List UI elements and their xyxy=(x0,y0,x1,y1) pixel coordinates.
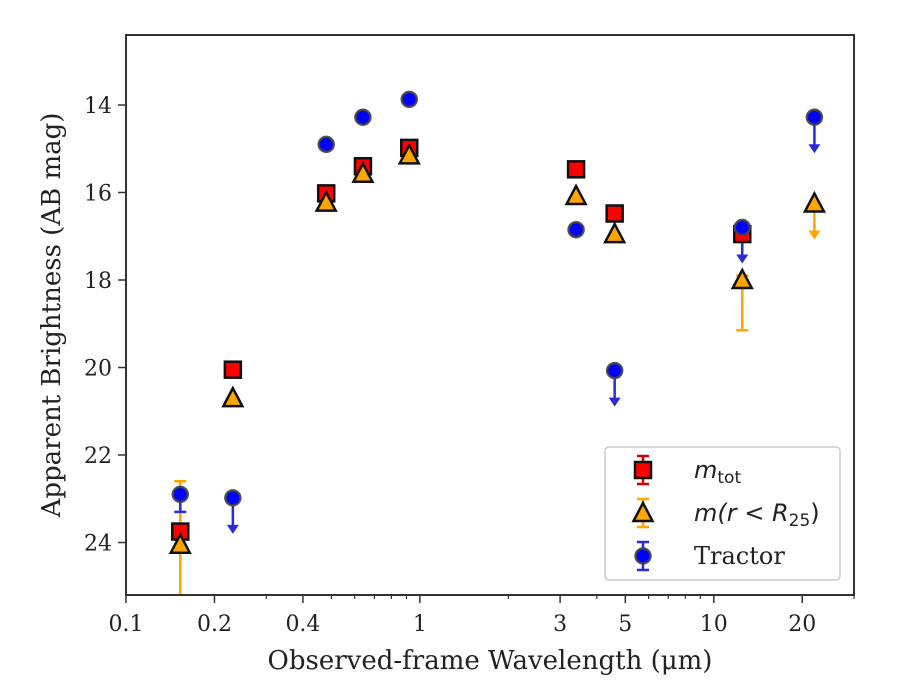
y-axis-ticks: 14 16 18 20 22 24 xyxy=(84,94,126,557)
x-tick-label: 10 xyxy=(700,612,728,637)
upper-limit-arrowhead xyxy=(808,144,821,154)
data-point-square xyxy=(566,160,586,179)
legend-frame xyxy=(604,446,841,581)
x-tick-label: 1 xyxy=(413,612,427,637)
legend: mtot m(r < R25) Tractor xyxy=(604,446,841,581)
data-point-circle xyxy=(567,220,585,239)
data-point-square xyxy=(605,204,624,223)
data-point-circle xyxy=(733,218,752,237)
legend-label: mtot xyxy=(694,456,741,488)
data-point-triangle xyxy=(351,161,375,183)
data-point-circle xyxy=(805,108,824,126)
y-tick-label: 18 xyxy=(84,269,112,294)
legend-marker-circle xyxy=(634,547,652,565)
y-tick-label: 14 xyxy=(84,94,112,119)
data-point-circle xyxy=(171,485,190,504)
legend-marker-triangle xyxy=(631,500,655,523)
y-tick-label: 20 xyxy=(84,357,112,382)
data-point-square xyxy=(223,360,243,379)
x-tick-label: 0.1 xyxy=(109,612,144,637)
upper-limit-arrowhead xyxy=(736,254,749,264)
x-tick-label: 0.2 xyxy=(197,612,232,637)
x-tick-label: 20 xyxy=(788,612,816,637)
data-point-triangle xyxy=(221,385,245,408)
legend-marker-square xyxy=(633,460,653,480)
x-tick-label: 3 xyxy=(553,612,567,637)
upper-limit-arrowhead xyxy=(808,230,821,240)
data-markers xyxy=(168,90,826,554)
upper-limit-arrowhead xyxy=(226,524,239,534)
data-point-triangle xyxy=(564,183,588,206)
plot-frame xyxy=(125,34,855,596)
y-axis-title: Apparent Brightness (AB mag) xyxy=(37,113,67,519)
y-tick-label: 16 xyxy=(84,182,112,207)
y-tick-label: 22 xyxy=(84,444,112,469)
x-axis-title: Observed-frame Wavelength (μm) xyxy=(268,646,713,676)
data-point-circle xyxy=(317,135,335,154)
x-axis-ticks: 0.1 0.2 0.4 1 3 5 10 20 xyxy=(109,595,855,637)
data-point-triangle xyxy=(730,267,754,290)
data-point-circle xyxy=(224,489,242,507)
data-point-circle xyxy=(400,90,418,109)
legend-label: Tractor xyxy=(694,542,785,570)
data-point-triangle xyxy=(802,190,826,213)
data-point-circle xyxy=(605,361,624,380)
x-tick-label: 0.4 xyxy=(285,612,320,637)
x-tick-label: 5 xyxy=(618,612,632,637)
data-point-triangle xyxy=(314,189,338,212)
y-tick-label: 24 xyxy=(84,532,112,557)
data-point-triangle xyxy=(397,142,421,165)
data-point-circle xyxy=(354,108,372,126)
upper-limit-arrowhead xyxy=(608,397,621,407)
data-point-triangle xyxy=(168,532,192,554)
legend-label: m(r < R25) xyxy=(694,499,820,531)
data-point-triangle xyxy=(603,221,627,244)
